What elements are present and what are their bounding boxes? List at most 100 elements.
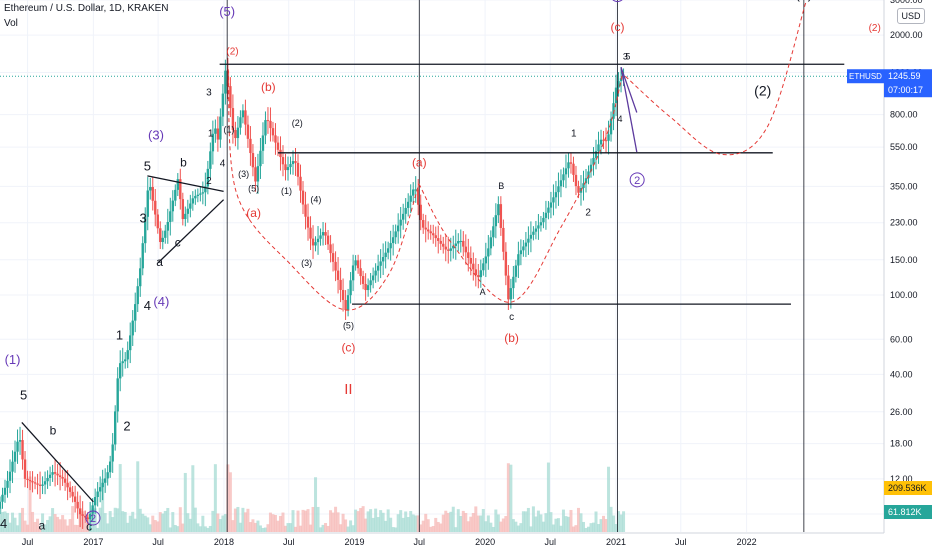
- volume-bar: [151, 515, 155, 532]
- candle-body: [33, 482, 37, 484]
- candle-body: [492, 226, 495, 238]
- y-tick-label: 40.00: [890, 369, 913, 379]
- volume-bar: [429, 526, 433, 532]
- candle-body: [469, 258, 472, 264]
- volume-bar: [449, 511, 453, 532]
- wave-label: (2): [754, 82, 771, 98]
- volume-bar: [334, 506, 338, 532]
- price-tag: [884, 69, 932, 98]
- candle-body: [517, 254, 520, 266]
- candle-body: [23, 459, 27, 479]
- candle-body: [256, 166, 260, 182]
- volume-bar: [559, 525, 563, 532]
- volume-bar: [506, 463, 510, 532]
- volume-bar: [509, 464, 513, 532]
- y-tick-label: 12.00: [890, 474, 913, 484]
- candle-body: [86, 517, 89, 520]
- candle-body: [306, 216, 310, 228]
- volume-bar: [561, 509, 565, 532]
- candle-body: [246, 124, 250, 139]
- candle-body: [409, 195, 412, 202]
- candle-body: [149, 187, 152, 191]
- candle-body: [329, 244, 332, 254]
- candle-body: [544, 212, 548, 218]
- volume-bar: [316, 506, 320, 532]
- candle-body: [304, 204, 307, 217]
- candle-body: [221, 93, 225, 117]
- volume-bar: [409, 511, 413, 532]
- candle-body: [554, 192, 558, 198]
- volume-bar: [271, 514, 275, 532]
- wave-label: c: [509, 312, 514, 323]
- candle-body: [13, 451, 17, 462]
- volume-bar: [253, 522, 257, 532]
- volume-bar: [326, 525, 330, 532]
- volume-bar: [399, 510, 403, 532]
- candle-body: [507, 275, 510, 300]
- volume-bar: [1, 511, 5, 532]
- volume-bar: [58, 519, 62, 532]
- candle-body: [482, 263, 485, 271]
- trend-line: [620, 67, 638, 113]
- candle-body: [341, 289, 345, 301]
- volume-bar: [206, 527, 210, 532]
- candle-body: [514, 265, 518, 277]
- volume-bar: [96, 527, 100, 532]
- price-candles: [0, 57, 625, 531]
- x-tick-label: 2017: [83, 537, 103, 547]
- circled-wave-marker: [629, 172, 645, 188]
- volume-bar: [614, 523, 618, 532]
- volume-bar: [459, 515, 463, 532]
- x-tick-label: Jul: [675, 537, 687, 547]
- candle-body: [58, 475, 62, 477]
- candle-body: [116, 378, 119, 412]
- volume-label: Vol: [4, 18, 18, 29]
- volume-bar: [301, 509, 305, 532]
- wave-label: (5): [343, 320, 354, 330]
- y-tick-label: 18.00: [890, 439, 913, 449]
- candle-body: [612, 103, 615, 119]
- wave-label: b: [50, 424, 57, 438]
- volume-bar: [384, 520, 388, 532]
- wave-label: (1): [795, 0, 812, 2]
- volume-bar: [504, 516, 508, 532]
- candle-body: [569, 162, 573, 164]
- wave-label: (1): [5, 352, 21, 367]
- volume-bar: [48, 516, 52, 532]
- volume-bar: [354, 509, 358, 532]
- volume-bar: [106, 523, 110, 532]
- volume-bar: [233, 508, 237, 532]
- candle-body: [582, 183, 585, 188]
- candle-body: [36, 483, 39, 485]
- volume-bar: [534, 516, 538, 532]
- candle-body: [96, 491, 99, 498]
- currency-button[interactable]: USD: [897, 8, 925, 24]
- volume-bar: [489, 522, 493, 532]
- candle-body: [444, 246, 447, 250]
- volume-bar: [344, 519, 348, 532]
- volume-bar: [53, 514, 57, 532]
- candle-body: [291, 161, 295, 165]
- candle-body: [344, 300, 347, 311]
- volume-bar: [389, 517, 393, 532]
- candle-body: [467, 252, 470, 259]
- volume-bar: [23, 520, 27, 532]
- candle-body: [236, 127, 240, 139]
- candle-body: [622, 76, 625, 79]
- volume-bar: [339, 524, 343, 532]
- volume-bar: [609, 506, 613, 532]
- candle-body: [427, 229, 430, 232]
- volume-bar: [426, 519, 430, 532]
- volume-bar: [171, 512, 175, 532]
- volume-bar: [0, 507, 2, 532]
- volume-bar: [8, 522, 12, 532]
- volume-bar: [43, 524, 47, 532]
- volume-bar: [296, 510, 300, 532]
- candle-body: [562, 174, 565, 181]
- wave-label: (1): [223, 125, 234, 135]
- wave-label: A: [480, 287, 486, 297]
- volume-bar: [158, 512, 162, 532]
- candle-body: [369, 280, 372, 286]
- candle-body: [422, 220, 425, 228]
